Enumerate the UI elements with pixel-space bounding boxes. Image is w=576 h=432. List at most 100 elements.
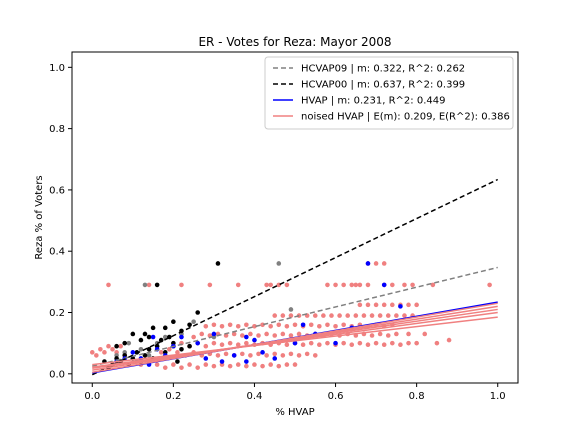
scatter-point <box>154 362 160 367</box>
scatter-point <box>390 282 395 288</box>
scatter-point <box>89 350 95 355</box>
scatter-point <box>248 353 253 358</box>
scatter-point <box>292 340 298 346</box>
scatter-point <box>345 313 351 318</box>
scatter-point <box>211 340 217 346</box>
scatter-point <box>195 340 200 346</box>
scatter-point <box>239 351 245 357</box>
scatter-point <box>195 365 200 370</box>
scatter-point <box>373 261 379 266</box>
scatter-point <box>325 340 330 346</box>
scatter-point <box>130 331 136 337</box>
scatter-point <box>381 261 387 266</box>
scatter-point <box>377 331 383 337</box>
scatter-point <box>280 313 286 318</box>
scatter-point <box>150 325 156 331</box>
scatter-point <box>167 346 172 352</box>
scatter-point <box>268 362 273 367</box>
scatter-point <box>365 261 371 266</box>
scatter-point <box>244 334 249 340</box>
scatter-point <box>402 282 407 288</box>
scatter-point <box>264 282 269 288</box>
scatter-point <box>268 282 273 288</box>
scatter-point <box>162 325 168 331</box>
scatter-point <box>365 342 371 347</box>
scatter-point <box>325 322 330 328</box>
y-tick-label: 0.8 <box>49 124 65 135</box>
scatter-point <box>158 350 164 355</box>
scatter-point <box>215 353 221 358</box>
scatter-point <box>203 362 209 367</box>
scatter-point <box>300 322 306 328</box>
scatter-point <box>280 331 286 337</box>
x-axis: 0.0 0.2 0.4 0.6 0.8 1.0 <box>84 383 506 402</box>
scatter-point <box>349 282 355 288</box>
scatter-point <box>244 322 249 328</box>
scatter-point <box>130 350 136 355</box>
scatter-point <box>227 340 233 346</box>
scatter-point <box>146 353 152 358</box>
scatter-point <box>410 282 415 288</box>
scatter-point <box>138 346 144 352</box>
scatter-point <box>171 362 176 367</box>
lines-layer <box>91 178 499 376</box>
scatter-point <box>369 313 375 318</box>
scatter-point <box>239 333 245 338</box>
scatter-point <box>357 340 363 346</box>
scatter-point <box>179 282 184 288</box>
y-tick-label: 0.6 <box>49 185 65 196</box>
scatter-point <box>276 322 282 328</box>
scatter-point <box>446 337 452 343</box>
scatter-point <box>175 359 180 364</box>
scatter-point <box>329 313 334 318</box>
scatter-point <box>365 282 371 288</box>
scatter-point <box>381 302 387 308</box>
scatter-point <box>256 351 261 357</box>
scatter-point <box>211 322 217 328</box>
scatter-point <box>398 342 403 347</box>
scatter-point <box>341 282 346 288</box>
scatter-point <box>321 313 326 318</box>
scatter-point <box>341 322 346 328</box>
scatter-point <box>284 362 290 367</box>
scatter-point <box>284 342 290 347</box>
scatter-point <box>138 337 144 343</box>
legend: HCVAP09 | m: 0.322, R^2: 0.262 HCVAP00 | … <box>264 56 514 130</box>
scatter-point <box>308 322 314 328</box>
scatter-point <box>272 333 278 338</box>
scatter-point <box>244 340 249 346</box>
series-noised-hvap-points <box>89 261 492 370</box>
regression-line <box>92 266 498 367</box>
scatter-point <box>312 353 318 358</box>
scatter-point <box>317 324 322 329</box>
regression-line <box>92 311 498 368</box>
scatter-point <box>276 363 282 369</box>
scatter-point <box>276 261 282 266</box>
y-tick-label: 0.0 <box>49 369 65 380</box>
scatter-point <box>223 351 229 357</box>
legend-label: noised HVAP | E(m): 0.209, E(R^2): 0.386 <box>301 112 510 123</box>
scatter-point <box>304 351 310 357</box>
scatter-point <box>390 302 395 308</box>
scatter-point <box>406 302 411 308</box>
scatter-point <box>284 282 290 288</box>
scatter-point <box>146 346 152 352</box>
legend-label: HVAP | m: 0.231, R^2: 0.449 <box>301 96 445 107</box>
scatter-point <box>179 346 184 352</box>
scatter-point <box>252 324 257 329</box>
y-tick-label: 1.0 <box>49 63 65 74</box>
chart-title: ER - Votes for Reza: Mayor 2008 <box>198 35 391 49</box>
scatter-point <box>260 350 265 355</box>
scatter-point <box>126 340 132 346</box>
scatter-point <box>235 282 241 288</box>
scatter-point <box>227 363 233 369</box>
scatter-point <box>272 356 278 361</box>
scatter-point <box>398 304 403 309</box>
scatter-point <box>227 322 233 328</box>
scatter-point <box>414 340 419 346</box>
y-axis-title: Reza % of Voters <box>34 175 45 259</box>
y-tick-label: 0.2 <box>49 308 65 319</box>
scatter-point <box>333 340 338 346</box>
scatter-point <box>264 331 269 337</box>
